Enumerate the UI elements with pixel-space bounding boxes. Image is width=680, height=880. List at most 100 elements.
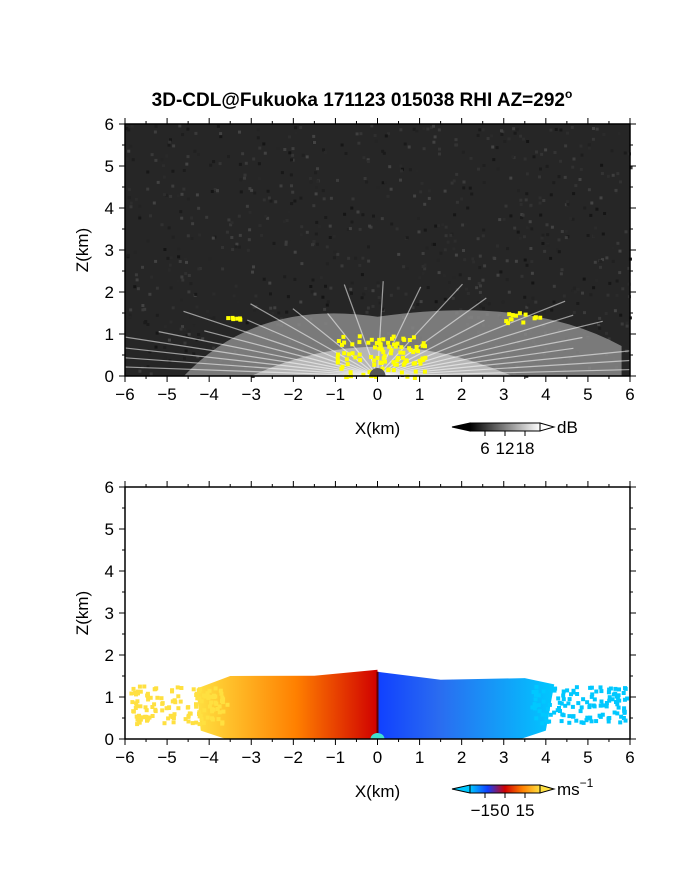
noise-pixel	[416, 303, 420, 306]
noise-pixel	[252, 157, 256, 161]
scatter-pixel	[176, 706, 181, 711]
noise-pixel	[438, 152, 441, 156]
noise-pixel	[315, 185, 319, 189]
scatter-pixel	[561, 693, 566, 698]
saturated-echo-pixel	[335, 355, 340, 360]
noise-pixel	[408, 168, 412, 172]
saturated-echo-pixel	[381, 356, 386, 361]
scatter-pixel	[608, 686, 613, 691]
noise-pixel	[504, 204, 508, 208]
noise-pixel	[389, 187, 393, 191]
noise-pixel	[376, 281, 380, 285]
noise-pixel	[519, 134, 523, 138]
noise-pixel	[190, 237, 194, 240]
noise-pixel	[325, 262, 329, 266]
scatter-pixel	[531, 690, 536, 694]
saturated-echo-pixel	[423, 344, 427, 349]
noise-pixel	[150, 153, 154, 157]
noise-pixel	[600, 163, 604, 167]
noise-pixel	[163, 346, 167, 349]
scatter-pixel	[533, 697, 538, 702]
noise-pixel	[350, 291, 353, 295]
x-tick-label: 3	[499, 385, 508, 404]
scatter-pixel	[166, 706, 171, 710]
noise-pixel	[480, 295, 484, 299]
noise-pixel	[129, 308, 133, 312]
noise-pixel	[167, 143, 171, 147]
noise-pixel	[180, 298, 183, 302]
noise-pixel	[248, 187, 252, 191]
saturated-echo-pixel	[372, 362, 377, 367]
scatter-pixel	[566, 701, 571, 706]
noise-pixel	[291, 153, 295, 157]
noise-pixel	[521, 213, 525, 217]
noise-pixel	[134, 197, 138, 201]
noise-pixel	[538, 196, 542, 200]
noise-pixel	[197, 206, 201, 210]
noise-pixel	[230, 221, 234, 225]
scatter-pixel	[621, 716, 626, 720]
noise-pixel	[357, 141, 361, 145]
noise-pixel	[455, 143, 459, 147]
noise-pixel	[482, 164, 486, 167]
saturated-echo-pixel	[382, 354, 387, 359]
noise-pixel	[525, 172, 529, 176]
scatter-pixel	[615, 702, 620, 707]
noise-pixel	[300, 262, 304, 266]
noise-pixel	[524, 198, 528, 202]
noise-pixel	[143, 307, 147, 311]
noise-pixel	[466, 206, 470, 210]
noise-pixel	[381, 307, 385, 311]
noise-pixel	[571, 165, 575, 169]
saturated-echo-pixel	[226, 316, 231, 321]
noise-pixel	[189, 282, 193, 286]
noise-pixel	[607, 337, 611, 341]
noise-pixel	[562, 294, 566, 298]
noise-pixel	[619, 313, 623, 317]
radar-site	[369, 368, 386, 376]
noise-pixel	[595, 207, 599, 211]
noise-pixel	[237, 214, 241, 218]
noise-pixel	[163, 248, 167, 251]
noise-pixel	[540, 236, 544, 240]
noise-pixel	[232, 294, 236, 298]
noise-pixel	[504, 229, 508, 233]
noise-pixel	[314, 232, 318, 236]
noise-pixel	[411, 306, 415, 310]
scatter-pixel	[548, 712, 553, 717]
noise-pixel	[266, 189, 270, 193]
scatter-pixel	[533, 692, 538, 697]
noise-pixel	[125, 157, 129, 161]
noise-pixel	[587, 146, 591, 150]
scatter-pixel	[544, 713, 549, 718]
noise-pixel	[314, 192, 318, 196]
noise-pixel	[413, 194, 417, 198]
scatter-pixel	[205, 715, 210, 720]
noise-pixel	[378, 301, 382, 305]
saturated-echo-pixel	[414, 345, 419, 349]
noise-pixel	[209, 316, 213, 320]
noise-pixel	[126, 253, 130, 257]
noise-pixel	[147, 341, 151, 345]
noise-pixel	[454, 253, 458, 257]
noise-pixel	[248, 210, 252, 214]
noise-pixel	[583, 206, 587, 210]
noise-pixel	[305, 155, 309, 159]
noise-pixel	[453, 213, 457, 217]
scatter-pixel	[206, 695, 211, 700]
scatter-pixel	[152, 702, 157, 707]
noise-pixel	[189, 315, 193, 319]
noise-pixel	[193, 149, 197, 153]
y-tick-label: 5	[105, 520, 114, 539]
noise-pixel	[279, 317, 283, 321]
noise-pixel	[276, 147, 280, 150]
noise-pixel	[376, 284, 380, 288]
noise-pixel	[523, 295, 527, 299]
noise-pixel	[423, 228, 427, 232]
noise-pixel	[251, 270, 254, 274]
noise-pixel	[476, 133, 480, 137]
scatter-pixel	[166, 716, 171, 721]
noise-pixel	[580, 153, 584, 157]
noise-pixel	[599, 196, 603, 200]
figure-title: 3D-CDL@Fukuoka 171123 015038 RHI AZ=292o	[152, 87, 573, 111]
